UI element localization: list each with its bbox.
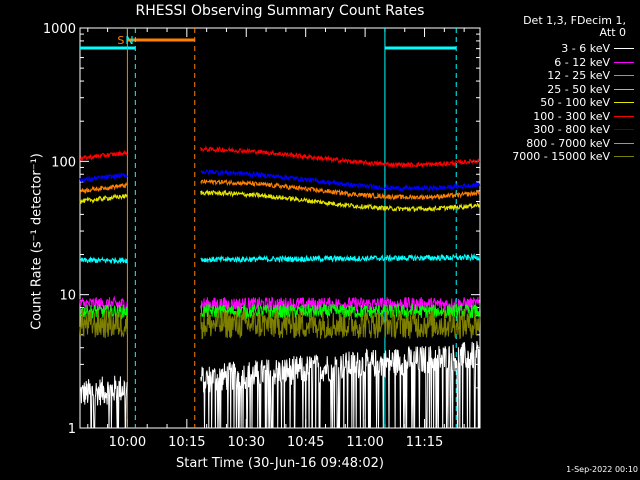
series-line-3 — [200, 252, 481, 264]
series-line-4 — [200, 189, 481, 213]
legend-label: 12 - 25 keV — [547, 69, 610, 82]
x-tick-label: 10:00 — [109, 435, 146, 450]
footer-timestamp: 1-Sep-2022 00:10 — [566, 465, 638, 474]
y-tick-label: 1000 — [43, 22, 76, 37]
annotation-s: S — [117, 34, 124, 47]
series-line-8 — [200, 309, 481, 340]
series-line-0 — [79, 375, 128, 429]
x-tick-label: 10:15 — [168, 435, 205, 450]
x-tick-label: 11:00 — [346, 435, 383, 450]
x-tick-label: 10:30 — [228, 435, 265, 450]
series-line-2 — [200, 303, 481, 320]
legend-label: 25 - 50 keV — [547, 82, 610, 96]
legend-item: 100 - 300 keV — [480, 109, 640, 123]
series-line-3 — [79, 256, 128, 265]
legend-swatch — [614, 61, 634, 63]
chart-title: RHESSI Observing Summary Count Rates — [135, 3, 425, 19]
legend-item: 6 - 12 keV — [480, 55, 640, 69]
series-line-7 — [79, 181, 128, 195]
x-tick-label: 10:45 — [287, 435, 324, 450]
legend-label: 6 - 12 keV — [554, 55, 610, 69]
legend-swatch — [614, 115, 634, 117]
legend-label: 800 - 7000 keV — [526, 136, 610, 150]
series-line-8 — [79, 309, 128, 339]
legend-label: 3 - 6 keV — [561, 42, 610, 55]
legend-item: 800 - 7000 keV — [480, 136, 640, 150]
series-line-7 — [200, 179, 481, 201]
legend-swatch — [614, 102, 634, 103]
series-line-2 — [79, 304, 128, 320]
y-tick-label: 100 — [51, 155, 76, 170]
legend-label: 100 - 300 keV — [533, 109, 610, 123]
x-axis-label: Start Time (30-Jun-16 09:48:02) — [176, 456, 384, 471]
legend-swatch — [614, 156, 634, 157]
axis-frame — [79, 27, 481, 429]
legend-item: 25 - 50 keV — [480, 82, 640, 96]
x-tick-label: 11:15 — [406, 435, 443, 450]
legend-item: 300 - 800 keV — [480, 123, 640, 136]
legend-item: 12 - 25 keV — [480, 69, 640, 82]
legend-header-line1: Det 1,3, FDecim 1, — [523, 14, 626, 27]
legend-item: 50 - 100 keV — [480, 96, 640, 109]
legend-label: 7000 - 15000 keV — [512, 150, 610, 163]
legend-swatch — [614, 129, 634, 130]
y-tick-label: 1 — [68, 422, 76, 437]
y-tick-label: 10 — [59, 289, 76, 304]
legend-header-line2: Att 0 — [599, 26, 626, 39]
legend-swatch — [614, 48, 634, 49]
legend-label: 300 - 800 keV — [533, 123, 610, 136]
series-line-4 — [79, 193, 128, 205]
series-line-6 — [79, 172, 128, 183]
series-line-5 — [200, 145, 481, 169]
legend-label: 50 - 100 keV — [540, 96, 610, 109]
series-line-5 — [79, 149, 128, 162]
annotation-n: N — [125, 34, 133, 47]
y-axis-label: Count Rate (s⁻¹ detector⁻¹) — [29, 153, 45, 330]
legend-swatch — [614, 142, 634, 144]
legend-item: 7000 - 15000 keV — [480, 150, 640, 163]
legend-swatch — [614, 75, 634, 76]
legend-swatch — [614, 88, 634, 90]
series-line-6 — [200, 168, 481, 192]
series-line-0 — [200, 341, 481, 429]
legend-item: 3 - 6 keV — [480, 42, 640, 55]
